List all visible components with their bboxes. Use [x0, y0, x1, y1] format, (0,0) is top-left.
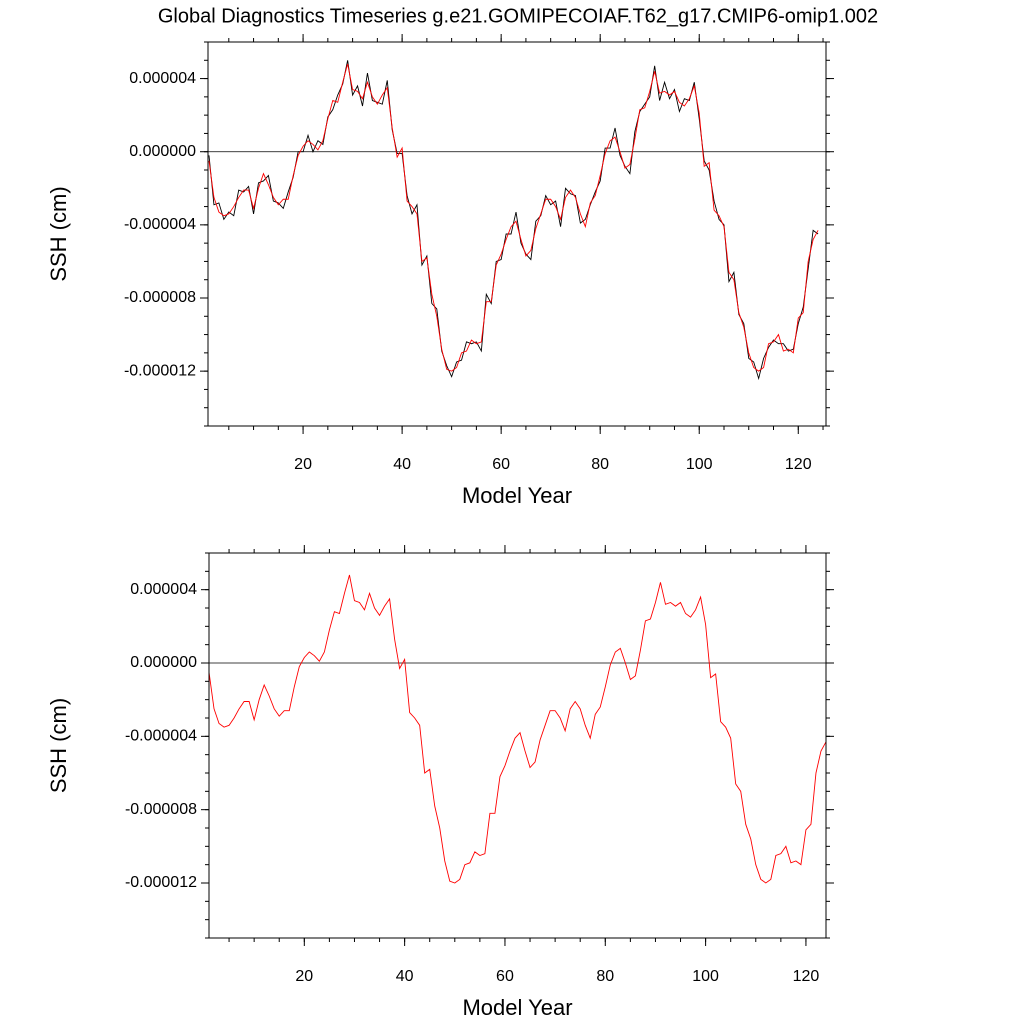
- x-tick-label: 60: [496, 968, 514, 985]
- series-line: [208, 574, 827, 884]
- chart-title: Global Diagnostics Timeseries g.e21.GOMI…: [158, 5, 878, 27]
- y-tick-label: -0.000012: [124, 362, 196, 379]
- x-tick-label: 120: [793, 968, 820, 985]
- y-tick-label: -0.000012: [125, 874, 197, 891]
- y-tick-label: -0.000004: [125, 728, 197, 745]
- plot-frame: [207, 41, 827, 427]
- series-line: [208, 63, 819, 372]
- plot-frame: [208, 552, 827, 939]
- y-tick-label: 0.000004: [129, 70, 196, 87]
- y-tick-label: 0.000000: [129, 143, 196, 160]
- x-tick-label: 60: [492, 456, 510, 473]
- y-tick-label: -0.000008: [125, 801, 197, 818]
- x-tick-label: 100: [692, 968, 719, 985]
- y-axis-title: SSH (cm): [46, 186, 71, 281]
- series-line: [208, 60, 819, 381]
- y-tick-label: -0.000008: [124, 289, 196, 306]
- y-tick-label: -0.000004: [124, 216, 196, 233]
- x-axis-title: Model Year: [462, 995, 572, 1020]
- y-tick-label: 0.000000: [130, 654, 197, 671]
- x-tick-label: 20: [295, 968, 313, 985]
- x-tick-label: 20: [294, 456, 312, 473]
- x-axis-title: Model Year: [462, 483, 572, 508]
- x-tick-label: 80: [591, 456, 609, 473]
- x-tick-label: 120: [785, 456, 812, 473]
- y-tick-label: 0.000004: [130, 581, 197, 598]
- x-tick-label: 40: [396, 968, 414, 985]
- x-tick-label: 100: [686, 456, 713, 473]
- y-axis-title: SSH (cm): [46, 698, 71, 793]
- x-tick-label: 40: [393, 456, 411, 473]
- x-tick-label: 80: [596, 968, 614, 985]
